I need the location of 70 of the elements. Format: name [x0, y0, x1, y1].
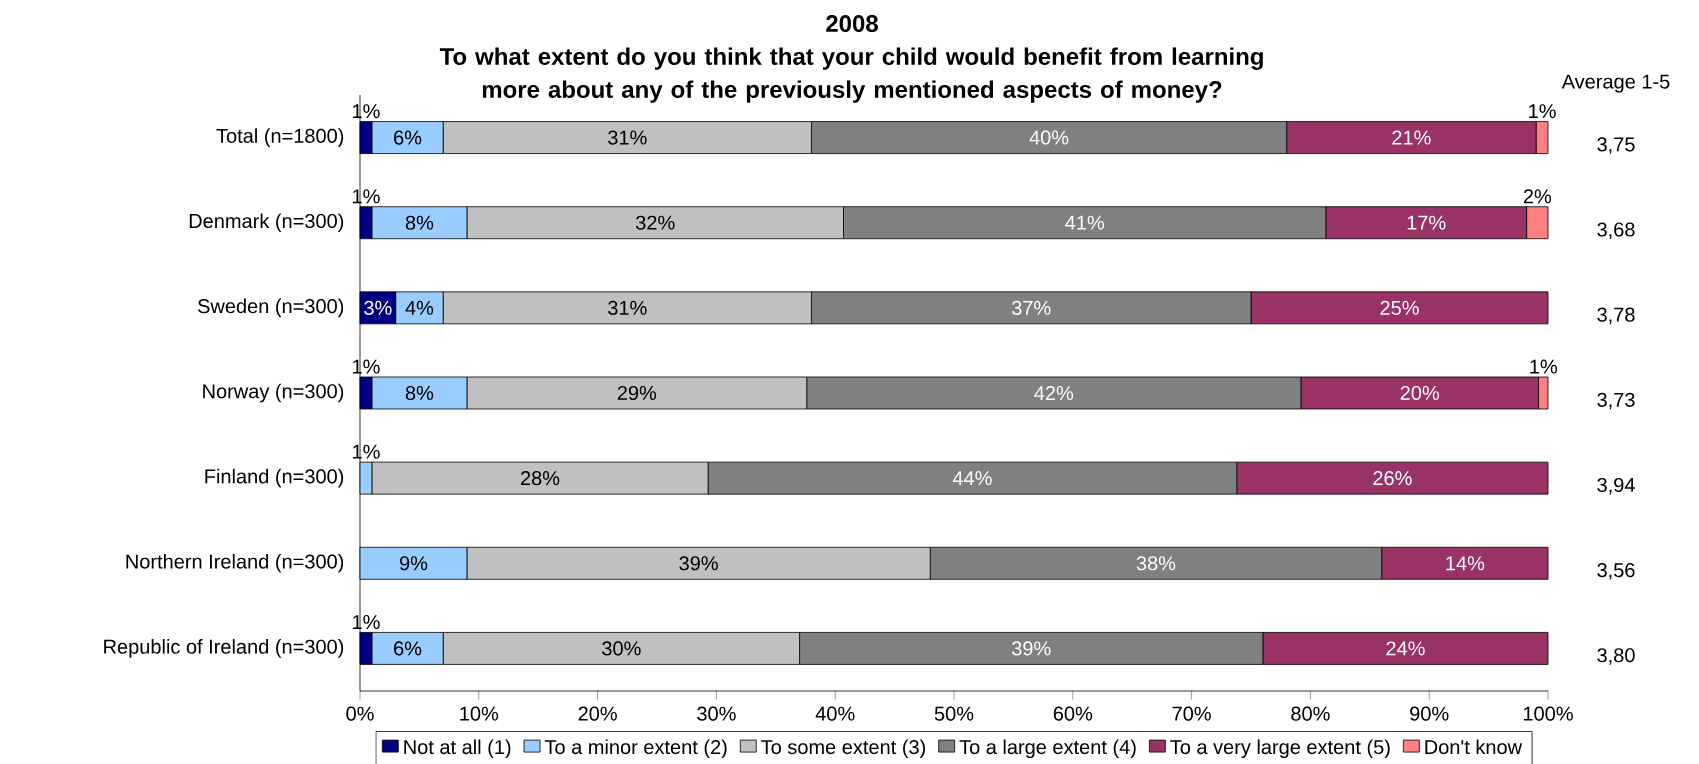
data-label: 26% [1373, 471, 1412, 486]
y-tick-label: Sweden (n=300) [197, 298, 344, 318]
data-label: 3% [364, 300, 392, 315]
data-label: 1% [1530, 359, 1558, 374]
y-tick-label: Denmark (n=300) [189, 213, 344, 233]
x-tick-label: 30% [697, 706, 736, 721]
text: 3,73 [1597, 392, 1635, 410]
data-label: 1% [353, 104, 380, 119]
legend-label: To a large extent (4) [959, 739, 1136, 759]
data-label: 29% [617, 385, 657, 401]
x-tick-label: 20% [578, 706, 617, 721]
data-label: 1% [353, 444, 380, 459]
data-label: 8% [405, 385, 434, 401]
legend-label: To some extent (3) [761, 739, 926, 759]
chart-subtitle: To what extent do you think that your child would benefit from learning more about any of the previously mentioned aspects of money? [439, 47, 1263, 103]
legend-label: Don't know [1425, 739, 1523, 755]
x-tick-label: 100% [1523, 706, 1573, 721]
data-label: 28% [520, 471, 560, 486]
data-label: 1% [353, 189, 380, 204]
y-tick-label: Northern Ireland (n=300) [126, 553, 344, 573]
data-label: 2% [1523, 189, 1552, 204]
text: 3,68 [1597, 222, 1635, 239]
data-label: 37% [1011, 300, 1051, 315]
data-label: 25% [1380, 300, 1419, 315]
data-label: 41% [1065, 215, 1105, 230]
data-label: 39% [1011, 641, 1051, 656]
y-tick-label: Republic of Ireland (n=300) [104, 639, 344, 658]
text: 3,80 [1597, 648, 1635, 665]
chart-title: 2008 [826, 15, 878, 33]
legend-label: To a minor extent (2) [544, 739, 727, 759]
data-label: 42% [1034, 385, 1074, 401]
data-label: 14% [1446, 556, 1485, 571]
data-label: 17% [1407, 215, 1446, 230]
data-label: 44% [952, 471, 992, 486]
data-label: 6% [394, 641, 422, 656]
data-label: 20% [1400, 385, 1440, 401]
y-tick-label: Norway (n=300) [203, 383, 344, 403]
x-tick-label: 90% [1410, 706, 1449, 721]
x-tick-label: 40% [815, 706, 855, 721]
y-tick-label: Total (n=1800) [216, 128, 344, 147]
data-label: 1% [1529, 104, 1556, 119]
data-label: 32% [635, 215, 675, 230]
data-label: 30% [602, 641, 641, 656]
legend-label: To a very large extent (5) [1170, 739, 1390, 759]
data-label: 8% [405, 215, 434, 230]
data-label: 40% [1029, 130, 1069, 145]
x-tick-label: 70% [1172, 706, 1211, 721]
x-tick-label: 50% [934, 706, 974, 721]
data-label: 6% [394, 130, 422, 145]
x-tick-label: 10% [460, 706, 499, 721]
data-label: 1% [353, 359, 380, 374]
legend-label: Not at all (1) [404, 739, 511, 759]
x-tick-label: 80% [1291, 706, 1330, 721]
data-label: 1% [353, 615, 380, 630]
text: 3,78 [1597, 307, 1635, 325]
data-label: 21% [1392, 130, 1431, 145]
text: 3,75 [1597, 137, 1635, 154]
data-label: 9% [399, 556, 428, 571]
data-label: 31% [608, 130, 647, 145]
text: 3,94 [1597, 477, 1635, 495]
data-label: 24% [1386, 641, 1425, 656]
data-label: 31% [608, 300, 647, 315]
x-tick-label: 0% [346, 706, 374, 721]
data-label: 38% [1136, 556, 1176, 571]
data-label: 39% [679, 556, 718, 571]
text: Average 1-5 [1561, 74, 1670, 93]
text: 3,56 [1597, 563, 1635, 580]
y-tick-label: Finland (n=300) [205, 468, 344, 488]
data-label: 4% [405, 300, 434, 315]
x-tick-label: 60% [1053, 706, 1093, 721]
